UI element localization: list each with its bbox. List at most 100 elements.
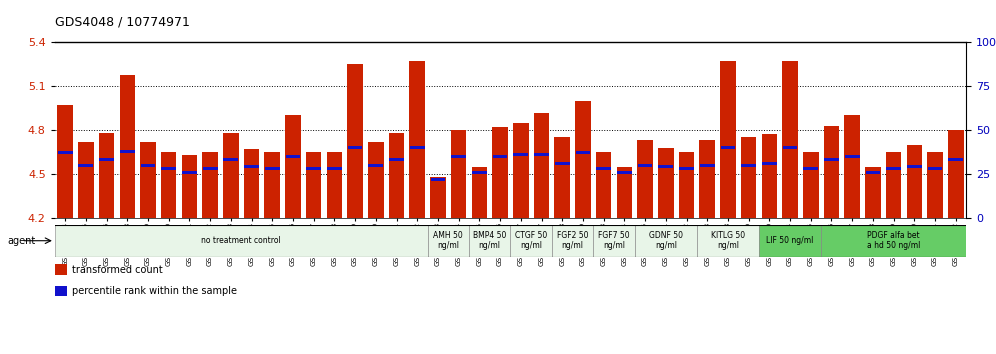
Bar — [866, 167, 880, 218]
Bar — [120, 150, 134, 153]
Bar — [699, 140, 715, 218]
Bar — [886, 167, 901, 170]
Bar — [678, 152, 694, 218]
Bar — [244, 149, 259, 218]
Bar — [804, 167, 818, 170]
Bar — [55, 225, 427, 257]
Bar — [223, 159, 238, 161]
Bar — [203, 167, 217, 170]
Bar — [306, 152, 322, 218]
Bar — [720, 62, 736, 218]
Bar — [493, 155, 508, 158]
Text: transformed count: transformed count — [72, 265, 163, 275]
Bar — [783, 146, 798, 149]
Bar — [658, 165, 673, 169]
Bar — [161, 167, 176, 170]
Text: PDGF alfa bet
a hd 50 ng/ml: PDGF alfa bet a hd 50 ng/ml — [867, 231, 920, 250]
Bar — [265, 167, 280, 170]
Bar — [369, 142, 383, 218]
Bar — [409, 62, 425, 218]
Bar — [451, 155, 466, 158]
Text: agent: agent — [7, 236, 35, 246]
Bar — [927, 167, 942, 170]
Bar — [555, 137, 570, 218]
Bar — [389, 159, 404, 161]
Text: BMP4 50
ng/ml: BMP4 50 ng/ml — [473, 231, 506, 250]
Bar — [99, 133, 115, 218]
Bar — [845, 115, 860, 218]
Bar — [782, 62, 798, 218]
Text: no treatment control: no treatment control — [201, 236, 281, 245]
Bar — [58, 105, 73, 218]
Bar — [265, 152, 280, 218]
Bar — [469, 225, 510, 257]
Bar — [634, 225, 697, 257]
Text: GDNF 50
ng/ml: GDNF 50 ng/ml — [648, 231, 683, 250]
Bar — [679, 167, 694, 170]
Bar — [617, 167, 632, 218]
Bar — [594, 225, 634, 257]
Bar — [907, 165, 921, 169]
Bar — [759, 225, 821, 257]
Bar — [451, 130, 466, 218]
Bar — [244, 165, 259, 169]
Text: GDS4048 / 10774971: GDS4048 / 10774971 — [55, 15, 189, 28]
Bar — [597, 167, 611, 170]
Bar — [885, 152, 901, 218]
Bar — [327, 152, 343, 218]
Bar — [285, 115, 301, 218]
Bar — [948, 159, 963, 161]
Bar — [369, 164, 383, 167]
Bar — [181, 155, 197, 218]
Text: AMH 50
ng/ml: AMH 50 ng/ml — [433, 231, 463, 250]
Bar — [161, 152, 176, 218]
Bar — [821, 225, 966, 257]
Bar — [575, 101, 591, 218]
Bar — [388, 133, 404, 218]
Bar — [513, 123, 529, 218]
Bar — [58, 152, 73, 154]
Bar — [762, 162, 777, 165]
Bar — [534, 153, 549, 156]
Bar — [700, 164, 714, 167]
Bar — [741, 137, 756, 218]
Bar — [100, 159, 114, 161]
Bar — [697, 225, 759, 257]
Bar — [286, 155, 301, 158]
Bar — [223, 133, 239, 218]
Bar — [472, 167, 487, 218]
Bar — [327, 167, 342, 170]
Text: FGF2 50
ng/ml: FGF2 50 ng/ml — [557, 231, 589, 250]
Bar — [617, 171, 631, 173]
Bar — [140, 142, 155, 218]
Bar — [637, 164, 652, 167]
Bar — [552, 225, 594, 257]
Bar — [348, 146, 363, 149]
Bar — [948, 130, 963, 218]
Bar — [824, 159, 839, 161]
Bar — [866, 171, 880, 173]
Bar — [637, 140, 652, 218]
Bar — [55, 264, 68, 275]
Bar — [78, 142, 94, 218]
Bar — [492, 127, 508, 218]
Bar — [120, 75, 135, 218]
Bar — [513, 153, 528, 156]
Bar — [307, 167, 321, 170]
Bar — [472, 171, 487, 173]
Bar — [182, 171, 197, 173]
Bar — [720, 146, 735, 149]
Bar — [906, 145, 922, 218]
Bar — [803, 152, 819, 218]
Bar — [55, 286, 68, 296]
Bar — [762, 135, 777, 218]
Bar — [576, 152, 591, 154]
Bar — [845, 155, 860, 158]
Text: CTGF 50
ng/ml: CTGF 50 ng/ml — [515, 231, 547, 250]
Bar — [596, 152, 612, 218]
Bar — [410, 146, 424, 149]
Bar — [658, 148, 673, 218]
Bar — [430, 178, 445, 181]
Bar — [348, 64, 363, 218]
Text: FGF7 50
ng/ml: FGF7 50 ng/ml — [599, 231, 629, 250]
